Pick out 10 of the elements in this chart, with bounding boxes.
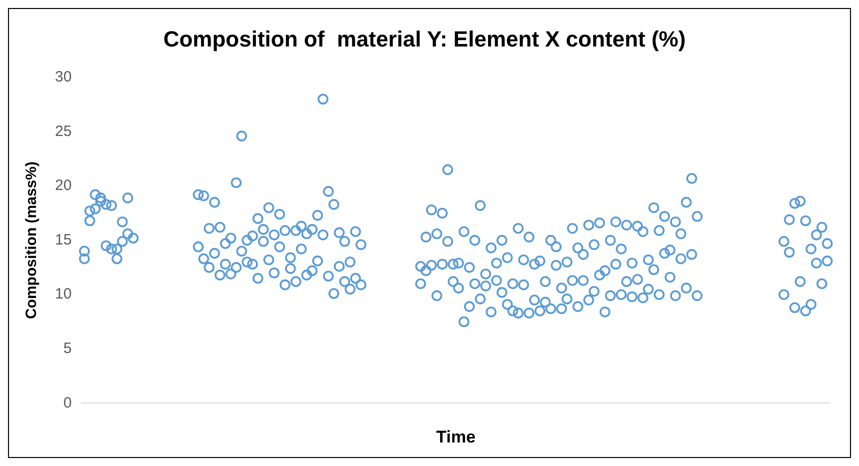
y-tick-label: 30 xyxy=(54,68,72,86)
x-axis-title: Time xyxy=(436,427,476,446)
y-tick-label: 20 xyxy=(54,177,72,194)
y-tick-label: 10 xyxy=(54,286,72,303)
y-tick-label: 0 xyxy=(63,394,72,412)
y-axis-title: Composition (mass%) xyxy=(23,162,40,320)
y-tick-label: 15 xyxy=(54,231,72,248)
chart-title: Composition of material Y: Element X content (%) xyxy=(163,26,686,52)
y-tick-label: 5 xyxy=(63,340,72,358)
y-tick-label: 25 xyxy=(54,122,72,140)
